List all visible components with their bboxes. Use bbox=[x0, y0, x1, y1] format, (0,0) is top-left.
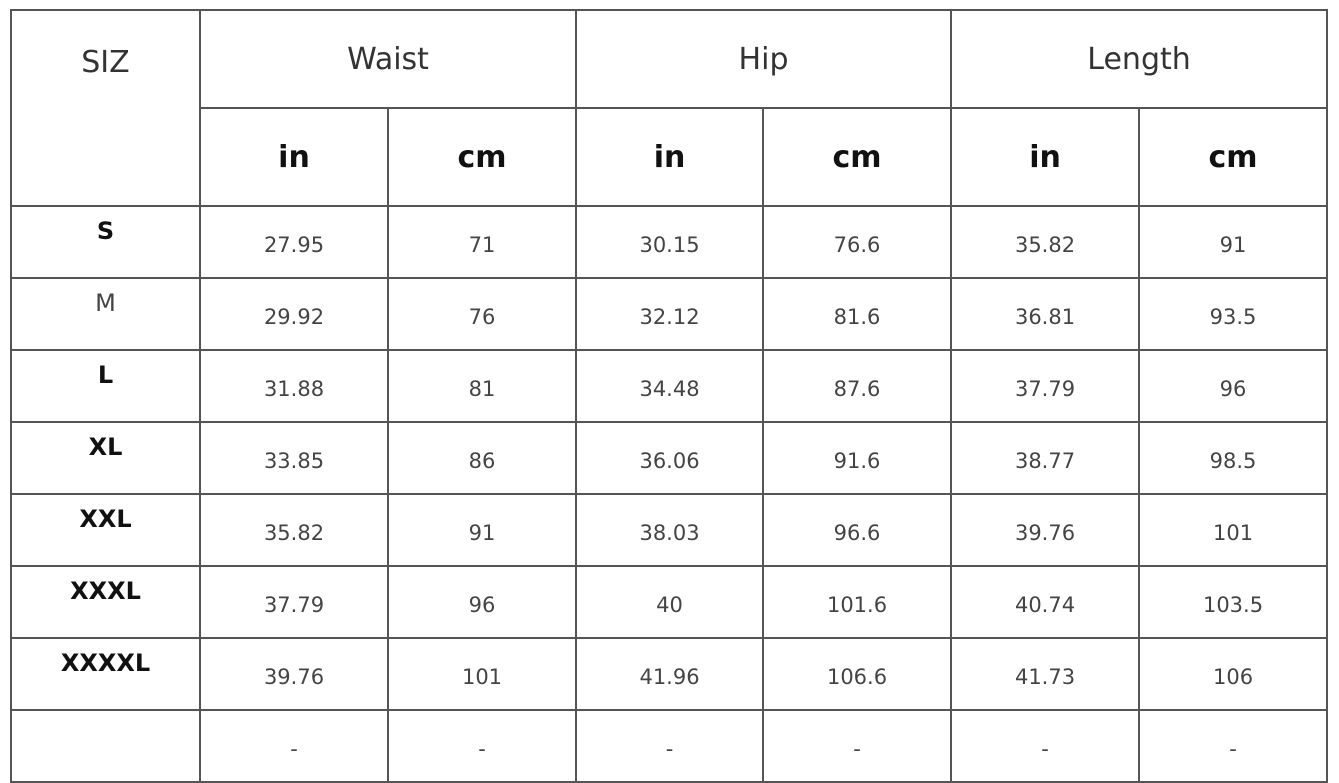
waist-in-cell: - bbox=[199, 709, 389, 783]
waist-cm-cell: 76 bbox=[386, 277, 578, 351]
table-row: M 29.92 76 32.12 81.6 36.81 93.5 bbox=[10, 277, 1329, 351]
hip-in-cell: 41.96 bbox=[575, 637, 765, 711]
table-row: XXXXL 39.76 101 41.96 106.6 41.73 106 bbox=[10, 637, 1329, 711]
length-cm-cell: 98.5 bbox=[1138, 421, 1329, 495]
waist-in-cell: 33.85 bbox=[199, 421, 389, 495]
size-chart-table: SIZ Waist Hip Length in cm in cm in cm S… bbox=[10, 9, 1329, 783]
hip-in-cell: 32.12 bbox=[575, 277, 765, 351]
size-table-body: S 27.95 71 30.15 76.6 35.82 91 M 29.92 76 32.12 81.… bbox=[10, 205, 1329, 783]
table-row: ------ bbox=[10, 709, 1329, 783]
table-row: XXXL 37.79 96 40 101.6 40.74 103.5 bbox=[10, 565, 1329, 639]
length-in-cell: 37.79 bbox=[950, 349, 1141, 423]
length-in-cell: 35.82 bbox=[950, 205, 1141, 279]
hip-cm-cell: - bbox=[762, 709, 953, 783]
length-cm-cell: 91 bbox=[1138, 205, 1329, 279]
size-label: M bbox=[10, 277, 201, 351]
length-cm-cell: 106 bbox=[1138, 637, 1329, 711]
size-label: XXXXL bbox=[10, 637, 201, 711]
size-label: S bbox=[10, 205, 201, 279]
length-cm-cell: 93.5 bbox=[1138, 277, 1329, 351]
hip-cm-cell: 76.6 bbox=[762, 205, 953, 279]
hip-in-cell: 34.48 bbox=[575, 349, 765, 423]
size-label: XXL bbox=[10, 493, 201, 567]
length-in-cell: 40.74 bbox=[950, 565, 1141, 639]
waist-in-cell: 29.92 bbox=[199, 277, 389, 351]
hip-cm-cell: 87.6 bbox=[762, 349, 953, 423]
hip-in-cell: 30.15 bbox=[575, 205, 765, 279]
waist-cm-cell: 81 bbox=[386, 349, 578, 423]
length-in-cell: 38.77 bbox=[950, 421, 1141, 495]
length-cm-cell: 103.5 bbox=[1138, 565, 1329, 639]
waist-in-cell: 39.76 bbox=[199, 637, 389, 711]
size-column-header: SIZ bbox=[10, 9, 201, 207]
length-group-header: Length bbox=[950, 9, 1329, 109]
length-in-cell: 41.73 bbox=[950, 637, 1141, 711]
length-in-cell: 36.81 bbox=[950, 277, 1141, 351]
waist-cm-cell: 71 bbox=[386, 205, 578, 279]
waist-in-cell: 31.88 bbox=[199, 349, 389, 423]
waist-cm-header: cm bbox=[386, 107, 578, 207]
hip-cm-cell: 106.6 bbox=[762, 637, 953, 711]
length-in-cell: - bbox=[950, 709, 1141, 783]
waist-in-cell: 35.82 bbox=[199, 493, 389, 567]
hip-cm-cell: 101.6 bbox=[762, 565, 953, 639]
hip-cm-cell: 96.6 bbox=[762, 493, 953, 567]
hip-in-cell: - bbox=[575, 709, 765, 783]
length-in-header: in bbox=[950, 107, 1141, 207]
size-label: XXXL bbox=[10, 565, 201, 639]
waist-cm-cell: 101 bbox=[386, 637, 578, 711]
size-label: XL bbox=[10, 421, 201, 495]
waist-in-cell: 37.79 bbox=[199, 565, 389, 639]
size-label: L bbox=[10, 349, 201, 423]
length-cm-cell: 96 bbox=[1138, 349, 1329, 423]
hip-cm-header: cm bbox=[762, 107, 953, 207]
waist-in-header: in bbox=[199, 107, 389, 207]
table-row: XXL 35.82 91 38.03 96.6 39.76 101 bbox=[10, 493, 1329, 567]
table-row: XL 33.85 86 36.06 91.6 38.77 98.5 bbox=[10, 421, 1329, 495]
hip-in-header: in bbox=[575, 107, 765, 207]
table-row: S 27.95 71 30.15 76.6 35.82 91 bbox=[10, 205, 1329, 279]
hip-cm-cell: 91.6 bbox=[762, 421, 953, 495]
hip-in-cell: 40 bbox=[575, 565, 765, 639]
length-in-cell: 39.76 bbox=[950, 493, 1141, 567]
length-cm-cell: 101 bbox=[1138, 493, 1329, 567]
waist-group-header: Waist bbox=[198, 9, 578, 109]
waist-cm-cell: - bbox=[386, 709, 578, 783]
waist-in-cell: 27.95 bbox=[199, 205, 389, 279]
table-row: L 31.88 81 34.48 87.6 37.79 96 bbox=[10, 349, 1329, 423]
waist-cm-cell: 96 bbox=[386, 565, 578, 639]
size-label bbox=[10, 709, 201, 783]
waist-cm-cell: 86 bbox=[386, 421, 578, 495]
hip-cm-cell: 81.6 bbox=[762, 277, 953, 351]
length-cm-cell: - bbox=[1138, 709, 1329, 783]
hip-in-cell: 36.06 bbox=[575, 421, 765, 495]
hip-in-cell: 38.03 bbox=[575, 493, 765, 567]
waist-cm-cell: 91 bbox=[386, 493, 578, 567]
length-cm-header: cm bbox=[1138, 107, 1329, 207]
hip-group-header: Hip bbox=[575, 9, 953, 109]
